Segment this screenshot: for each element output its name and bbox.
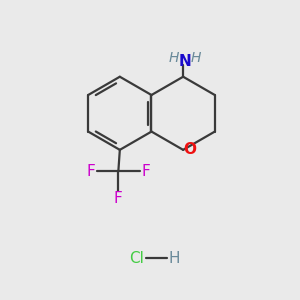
Text: H: H	[168, 251, 179, 266]
Text: F: F	[86, 164, 95, 179]
Text: H: H	[169, 51, 179, 65]
Text: F: F	[114, 190, 123, 206]
Text: N: N	[178, 54, 191, 69]
Text: Cl: Cl	[129, 251, 144, 266]
Text: O: O	[183, 142, 196, 158]
Text: H: H	[190, 51, 201, 65]
Text: F: F	[142, 164, 151, 179]
